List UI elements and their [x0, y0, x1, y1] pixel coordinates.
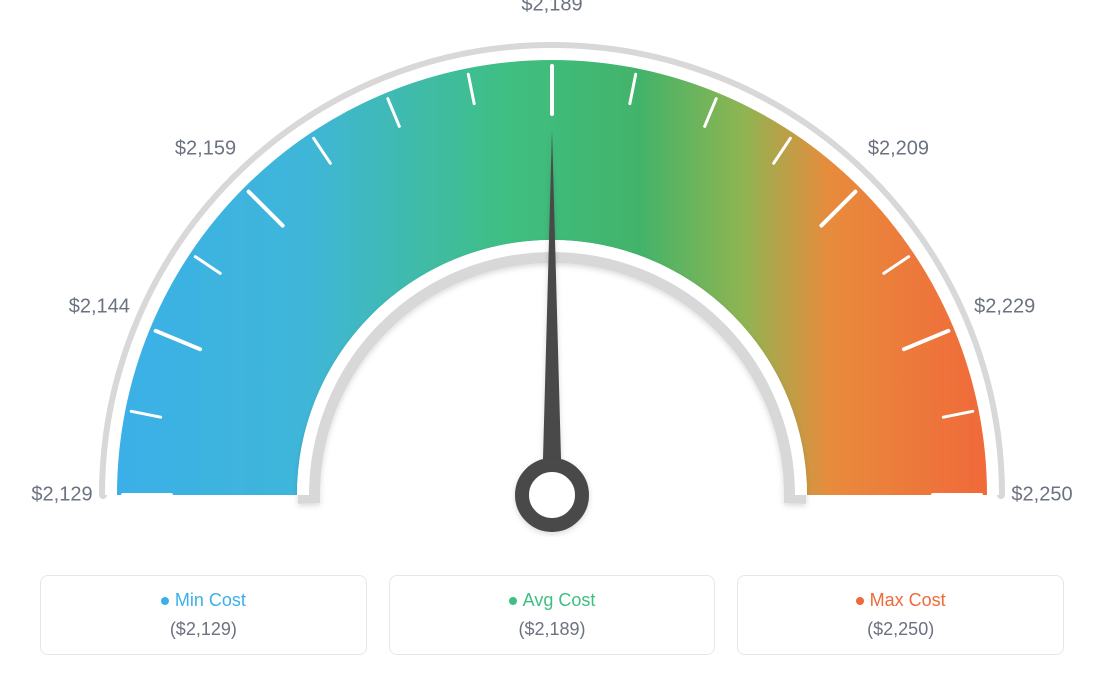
- legend-dot-icon: [856, 597, 864, 605]
- legend-box: Max Cost ($2,250): [737, 575, 1064, 655]
- gauge-tick-label: $2,209: [868, 137, 929, 160]
- legend-label: Min Cost: [175, 590, 246, 611]
- legend-row: Min Cost ($2,129) Avg Cost ($2,189) Max Cost…: [40, 575, 1064, 655]
- legend-title: Max Cost: [856, 590, 946, 611]
- legend-dot-icon: [161, 597, 169, 605]
- legend-dot-icon: [509, 597, 517, 605]
- legend-box: Avg Cost ($2,189): [389, 575, 716, 655]
- gauge-svg: [0, 0, 1104, 555]
- legend-label: Avg Cost: [523, 590, 596, 611]
- gauge-tick-label: $2,189: [521, 0, 582, 17]
- cost-gauge-chart: $2,129 $2,144 $2,159 $2,189 $2,209 $2,229 $2,2…: [0, 0, 1104, 555]
- legend-value: ($2,189): [398, 619, 707, 640]
- legend-title: Min Cost: [161, 590, 246, 611]
- gauge-tick-label: $2,229: [974, 296, 1035, 319]
- legend-value: ($2,250): [746, 619, 1055, 640]
- legend-box: Min Cost ($2,129): [40, 575, 367, 655]
- gauge-tick-label: $2,250: [1011, 484, 1072, 507]
- legend-value: ($2,129): [49, 619, 358, 640]
- gauge-tick-label: $2,144: [69, 296, 130, 319]
- gauge-tick-label: $2,129: [31, 484, 92, 507]
- legend-title: Avg Cost: [509, 590, 596, 611]
- legend-label: Max Cost: [870, 590, 946, 611]
- gauge-tick-label: $2,159: [175, 137, 236, 160]
